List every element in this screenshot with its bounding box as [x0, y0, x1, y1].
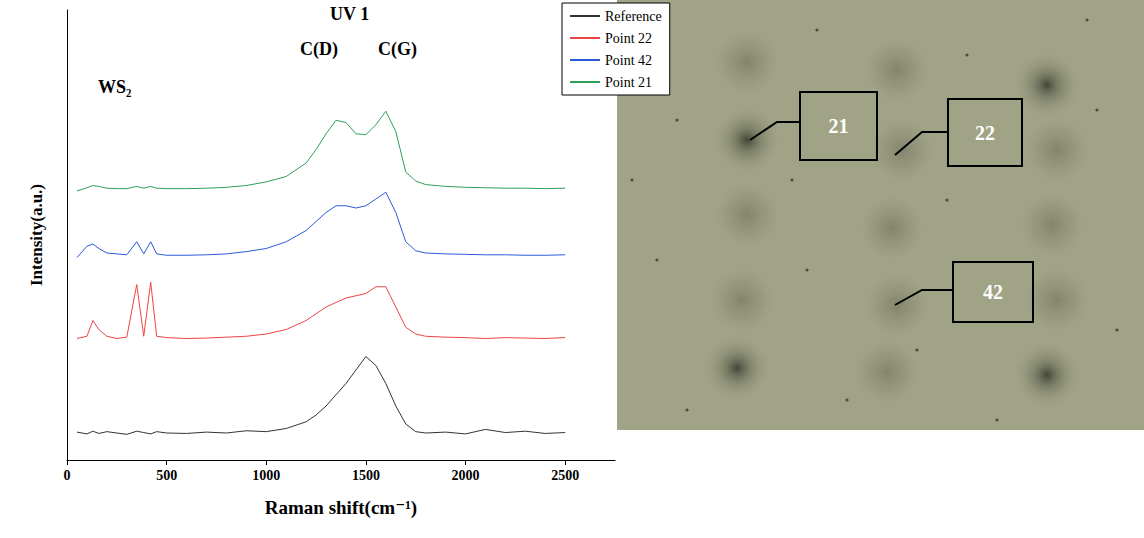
svg-text:Point 22: Point 22: [605, 31, 652, 46]
svg-text:UV 1: UV 1: [330, 4, 369, 24]
svg-text:Raman shift(cm⁻¹): Raman shift(cm⁻¹): [265, 497, 417, 519]
svg-text:42: 42: [983, 281, 1003, 303]
svg-text:Intensity(a.u.): Intensity(a.u.): [27, 184, 46, 286]
svg-text:Point 21: Point 21: [605, 75, 652, 90]
svg-text:2000: 2000: [452, 468, 480, 483]
svg-text:21: 21: [829, 115, 849, 137]
svg-text:C(G): C(G): [378, 39, 417, 60]
svg-text:WS₂: WS₂: [98, 77, 131, 97]
svg-text:1500: 1500: [352, 468, 380, 483]
svg-text:1000: 1000: [252, 468, 280, 483]
svg-text:Reference: Reference: [605, 9, 662, 24]
svg-text:500: 500: [156, 468, 177, 483]
svg-text:C(D): C(D): [300, 39, 338, 60]
svg-text:0: 0: [64, 468, 71, 483]
svg-text:2500: 2500: [551, 468, 579, 483]
svg-text:Point 42: Point 42: [605, 53, 652, 68]
svg-text:22: 22: [975, 122, 995, 144]
